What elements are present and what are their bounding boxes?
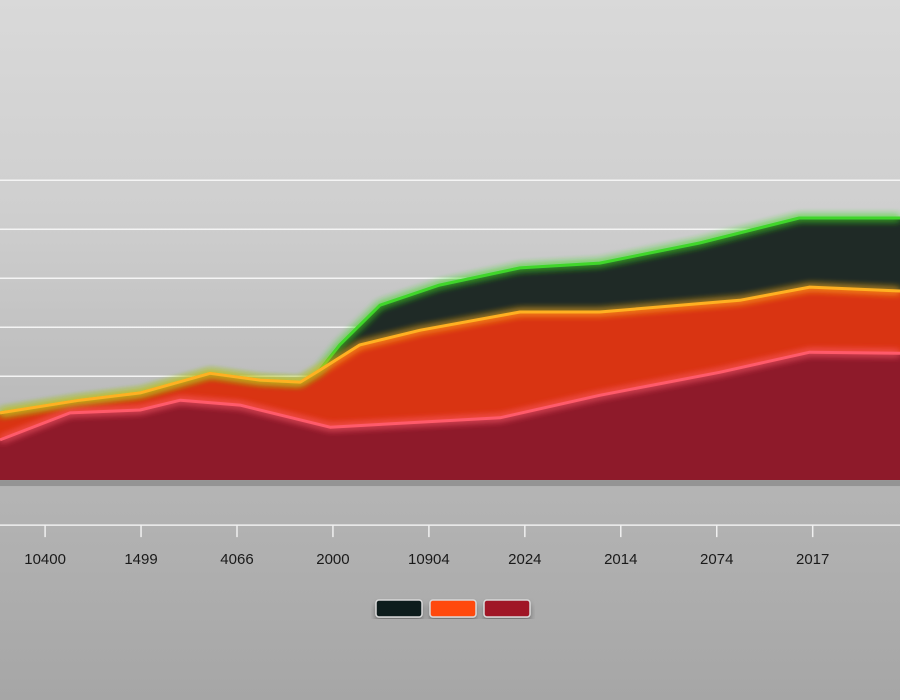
legend-swatch-orange[interactable] <box>429 599 477 618</box>
area-shadow <box>0 480 900 487</box>
x-tick-label: 10904 <box>408 551 450 568</box>
x-tick-label: 10400 <box>24 551 66 568</box>
x-tick-label: 2000 <box>316 551 349 568</box>
line-red <box>0 350 900 442</box>
x-tick-label: 2017 <box>796 551 829 568</box>
x-tick-label: 2074 <box>700 551 733 568</box>
x-tick-label: 4066 <box>220 551 253 568</box>
x-tick-label: 2024 <box>508 551 541 568</box>
area-red <box>0 352 900 481</box>
line-orange <box>0 285 900 415</box>
x-tick-label: 1499 <box>124 551 157 568</box>
legend-swatch-dark[interactable] <box>375 599 423 618</box>
x-tick-label: 2014 <box>604 551 637 568</box>
legend-swatch-red[interactable] <box>483 599 531 618</box>
